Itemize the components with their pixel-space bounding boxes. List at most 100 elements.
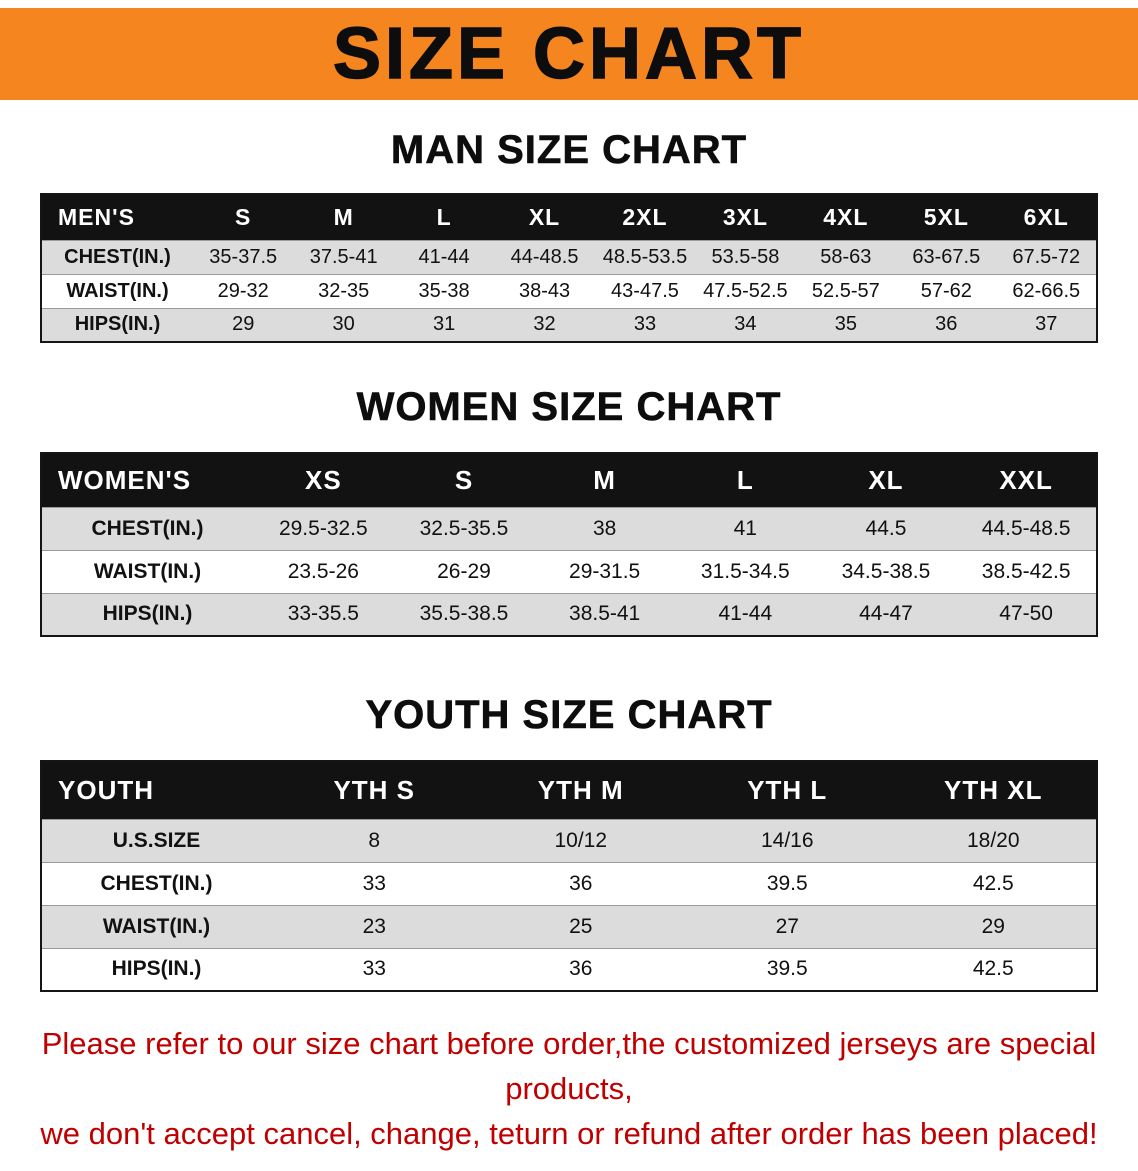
youth-size-section: YOUTH SIZE CHART YOUTH YTH S YTH M YTH L YTH… xyxy=(0,693,1138,992)
women-table-header-row: WOMEN'S XS S M L XL XXL xyxy=(41,453,1097,507)
size-value-cell: 41 xyxy=(674,506,816,550)
size-column-header: 5XL xyxy=(896,194,997,240)
youth-table-header-row: YOUTH YTH S YTH M YTH L YTH XL xyxy=(41,761,1097,819)
size-value-cell: 29-31.5 xyxy=(534,549,675,593)
size-value-cell: 29.5-32.5 xyxy=(253,506,394,550)
size-value-cell: 36 xyxy=(477,861,684,905)
men-size-table: MEN'S S M L XL 2XL 3XL 4XL 5XL 6XL CHEST(IN.) 35-3… xyxy=(40,193,1098,343)
table-corner-label: WOMEN'S xyxy=(41,453,253,507)
size-value-cell: 29 xyxy=(193,307,294,342)
size-value-cell: 44-48.5 xyxy=(494,239,595,274)
size-value-cell: 31.5-34.5 xyxy=(674,549,816,593)
size-value-cell: 48.5-53.5 xyxy=(594,239,696,274)
size-value-cell: 44.5-48.5 xyxy=(956,506,1097,550)
size-value-cell: 35-38 xyxy=(393,273,495,308)
table-row: HIPS(IN.) 33-35.5 35.5-38.5 38.5-41 41-44 44-… xyxy=(41,592,1097,636)
row-label: HIPS(IN.) xyxy=(41,592,253,636)
size-value-cell: 23 xyxy=(271,904,478,948)
size-column-header: YTH L xyxy=(684,761,891,819)
disclaimer-line-1: Please refer to our size chart before or… xyxy=(41,1026,1097,1106)
size-value-cell: 63-67.5 xyxy=(896,239,997,274)
size-column-header: YTH XL xyxy=(890,761,1097,819)
size-value-cell: 26-29 xyxy=(393,549,535,593)
size-value-cell: 18/20 xyxy=(890,818,1097,862)
table-row: WAIST(IN.) 23.5-26 26-29 29-31.5 31.5-34.5 34… xyxy=(41,549,1097,593)
size-column-header: 2XL xyxy=(594,194,696,240)
banner-title: SIZE CHART xyxy=(332,14,805,94)
size-column-header: 6XL xyxy=(996,194,1097,240)
size-value-cell: 53.5-58 xyxy=(695,239,796,274)
size-value-cell: 35.5-38.5 xyxy=(393,592,535,636)
size-column-header: YTH S xyxy=(271,761,478,819)
women-size-table: WOMEN'S XS S M L XL XXL CHEST(IN.) 29.5-32.5 32.… xyxy=(40,452,1098,637)
youth-table-body: U.S.SIZE 8 10/12 14/16 18/20 CHEST(IN.) 33 36 39… xyxy=(41,818,1097,991)
size-column-header: 3XL xyxy=(695,194,796,240)
size-chart-banner: SIZE CHART xyxy=(0,8,1138,100)
size-value-cell: 38.5-42.5 xyxy=(956,549,1097,593)
size-value-cell: 47-50 xyxy=(956,592,1097,636)
men-table-header-row: MEN'S S M L XL 2XL 3XL 4XL 5XL 6XL xyxy=(41,194,1097,240)
size-column-header: L xyxy=(393,194,495,240)
size-value-cell: 10/12 xyxy=(477,818,684,862)
size-value-cell: 27 xyxy=(684,904,891,948)
size-value-cell: 41-44 xyxy=(393,239,495,274)
size-column-header: S xyxy=(393,453,535,507)
row-label: CHEST(IN.) xyxy=(41,239,193,274)
table-row: CHEST(IN.) 35-37.5 37.5-41 41-44 44-48.5 48.5… xyxy=(41,239,1097,274)
size-value-cell: 35 xyxy=(795,307,897,342)
size-value-cell: 37 xyxy=(996,307,1097,342)
size-value-cell: 38-43 xyxy=(494,273,595,308)
size-value-cell: 29 xyxy=(890,904,1097,948)
disclaimer-line-2: we don't accept cancel, change, teturn o… xyxy=(40,1115,1098,1151)
size-value-cell: 8 xyxy=(271,818,478,862)
size-column-header: 4XL xyxy=(795,194,897,240)
table-row: HIPS(IN.) 33 36 39.5 42.5 xyxy=(41,947,1097,991)
row-label: U.S.SIZE xyxy=(41,818,271,862)
women-size-section: WOMEN SIZE CHART WOMEN'S XS S M L XL XXL CHEST… xyxy=(0,385,1138,637)
size-value-cell: 36 xyxy=(896,307,997,342)
size-value-cell: 29-32 xyxy=(193,273,294,308)
women-table-body: CHEST(IN.) 29.5-32.5 32.5-35.5 38 41 44.5 44.5… xyxy=(41,506,1097,636)
disclaimer-text: Please refer to our size chart before or… xyxy=(12,1022,1126,1157)
size-value-cell: 33 xyxy=(271,947,478,991)
size-column-header: L xyxy=(674,453,816,507)
size-value-cell: 35-37.5 xyxy=(193,239,294,274)
size-value-cell: 32 xyxy=(494,307,595,342)
size-value-cell: 32-35 xyxy=(293,273,394,308)
table-row: WAIST(IN.) 23 25 27 29 xyxy=(41,904,1097,948)
table-row: CHEST(IN.) 33 36 39.5 42.5 xyxy=(41,861,1097,905)
size-column-header: XXL xyxy=(956,453,1097,507)
size-value-cell: 25 xyxy=(477,904,684,948)
size-value-cell: 34.5-38.5 xyxy=(815,549,957,593)
size-value-cell: 38.5-41 xyxy=(534,592,675,636)
size-value-cell: 44-47 xyxy=(815,592,957,636)
size-value-cell: 44.5 xyxy=(815,506,957,550)
row-label: WAIST(IN.) xyxy=(41,273,193,308)
size-value-cell: 33-35.5 xyxy=(253,592,394,636)
size-value-cell: 38 xyxy=(534,506,675,550)
size-value-cell: 47.5-52.5 xyxy=(695,273,796,308)
size-value-cell: 23.5-26 xyxy=(253,549,394,593)
size-value-cell: 58-63 xyxy=(795,239,897,274)
youth-size-table: YOUTH YTH S YTH M YTH L YTH XL U.S.SIZE 8 10/1… xyxy=(40,760,1098,992)
size-column-header: M xyxy=(534,453,675,507)
size-value-cell: 39.5 xyxy=(684,861,891,905)
youth-section-heading: YOUTH SIZE CHART xyxy=(365,693,773,738)
size-value-cell: 42.5 xyxy=(890,947,1097,991)
size-value-cell: 62-66.5 xyxy=(996,273,1097,308)
size-column-header: XL xyxy=(815,453,957,507)
size-value-cell: 67.5-72 xyxy=(996,239,1097,274)
size-value-cell: 41-44 xyxy=(674,592,816,636)
table-corner-label: YOUTH xyxy=(41,761,271,819)
men-table-body: CHEST(IN.) 35-37.5 37.5-41 41-44 44-48.5 48.5… xyxy=(41,239,1097,342)
table-row: HIPS(IN.) 29 30 31 32 33 34 35 36 37 xyxy=(41,307,1097,342)
size-column-header: M xyxy=(293,194,394,240)
row-label: CHEST(IN.) xyxy=(41,506,253,550)
row-label: HIPS(IN.) xyxy=(41,307,193,342)
size-value-cell: 32.5-35.5 xyxy=(393,506,535,550)
size-value-cell: 14/16 xyxy=(684,818,891,862)
row-label: HIPS(IN.) xyxy=(41,947,271,991)
size-value-cell: 42.5 xyxy=(890,861,1097,905)
table-row: CHEST(IN.) 29.5-32.5 32.5-35.5 38 41 44.5 44.5… xyxy=(41,506,1097,550)
size-value-cell: 43-47.5 xyxy=(594,273,696,308)
